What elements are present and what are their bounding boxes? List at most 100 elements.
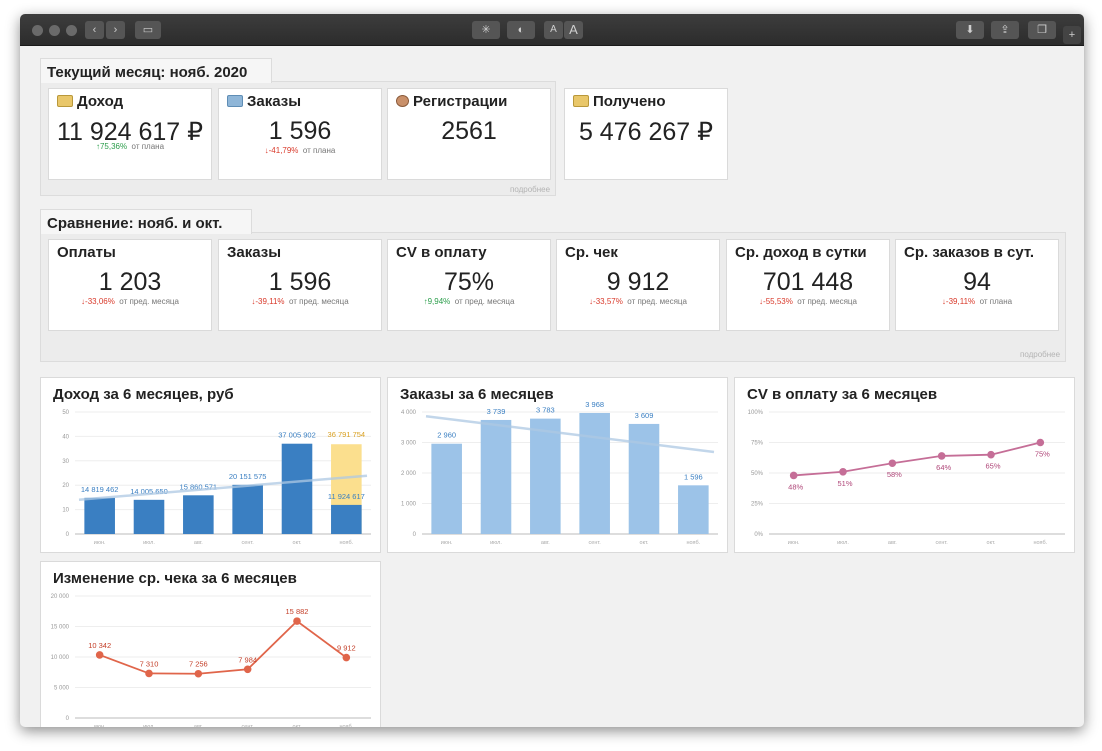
kpi-value: 11 924 617 ₽ — [56, 118, 204, 146]
kpi-card-registrations: Регистрации 2561 — [387, 88, 551, 180]
y-tick-label: 20 — [62, 483, 69, 489]
font-larger-button[interactable]: A — [564, 21, 583, 39]
data-label: 3 739 — [487, 407, 506, 416]
x-tick-label: авг. — [194, 724, 203, 727]
kpi-card-orders: Заказы 1 596 ↓-41,79% от плана — [218, 88, 382, 180]
data-point — [342, 653, 351, 662]
y-tick-label: 50 — [62, 410, 69, 416]
trend-line — [425, 414, 715, 454]
income-chart-svg: 0 10 20 30 40 50 июн. июл. авг. сент. окт. нояб. 36 … — [62, 410, 371, 546]
new-tab-icon[interactable]: + — [1063, 26, 1081, 44]
avg-check-chart-svg: 0 5 000 10 000 15 000 20 000 июн. июл. авг. сент… — [51, 594, 371, 727]
compare-note: от пред. месяца — [119, 297, 179, 306]
x-tick-label: июл. — [837, 540, 849, 546]
data-label: 10 342 — [88, 641, 111, 650]
download-icon[interactable]: ⬇ — [956, 21, 984, 39]
x-tick-label: нояб. — [686, 540, 700, 546]
font-smaller-button[interactable]: A — [544, 21, 563, 39]
chart-avg-check: 0 5 000 10 000 15 000 20 000 июн. июл. авг. сент… — [40, 561, 381, 727]
current-month-more-link[interactable]: подробнее — [510, 185, 551, 194]
data-label: 3 609 — [635, 411, 654, 420]
x-tick-label: авг. — [194, 540, 203, 546]
x-tick-label: июл. — [490, 540, 502, 546]
data-label: 7 310 — [140, 659, 159, 668]
x-tick-label: нояб. — [339, 724, 353, 727]
bar — [678, 485, 709, 534]
chart-title: Доход за 6 месяцев, руб — [53, 386, 234, 403]
chart-title: Заказы за 6 месяцев — [400, 386, 554, 403]
x-tick-label: нояб. — [1033, 540, 1047, 546]
back-arrow-icon[interactable]: ‹ — [85, 21, 104, 39]
kpi-title: Получено — [593, 93, 666, 110]
kpi-title: Доход — [77, 93, 124, 110]
x-tick-label: сент. — [936, 540, 949, 546]
sidebar-icon[interactable]: ▭ — [135, 21, 161, 39]
y-tick-label: 0 — [66, 716, 70, 722]
data-point — [145, 669, 153, 678]
y-tick-label: 5 000 — [54, 686, 70, 692]
browser-toolbar: ‹ › ▭ ✳ ◐ A A ⬇ ⇪ ❐ + — [20, 14, 1084, 46]
data-point — [1036, 438, 1045, 447]
zoom-window-dot[interactable] — [66, 25, 77, 36]
x-tick-label: сент. — [242, 540, 255, 546]
data-label: 58% — [887, 470, 902, 479]
compare-note: от пред. месяца — [289, 297, 349, 306]
brightness-icon[interactable]: ✳ — [472, 21, 500, 39]
bar — [232, 484, 263, 534]
x-tick-label: окт. — [293, 724, 302, 727]
plan-label: 36 791 754 — [328, 430, 366, 439]
bar — [530, 418, 561, 534]
x-tick-label: июл. — [143, 724, 155, 727]
comparison-more-link[interactable]: подробнее — [1020, 350, 1061, 359]
series-line — [793, 441, 1041, 477]
forward-arrow-icon[interactable]: › — [106, 21, 125, 39]
data-label: 37 005 902 — [278, 431, 316, 440]
minimize-window-dot[interactable] — [49, 25, 60, 36]
bar — [331, 504, 362, 534]
bar — [84, 497, 115, 534]
y-tick-label: 15 000 — [51, 625, 70, 631]
data-label: 15 860 571 — [180, 482, 218, 491]
y-tick-label: 4 000 — [401, 410, 417, 416]
data-label: 3 783 — [536, 406, 555, 415]
share-icon[interactable]: ⇪ — [991, 21, 1019, 39]
data-label: 64% — [936, 463, 951, 472]
bar — [281, 443, 313, 534]
compare-card: Оплаты 1 203 ↓-33,06% от пред. месяца — [48, 239, 212, 331]
data-label: 51% — [837, 479, 852, 488]
kpi-card-income: Доход 11 924 617 ₽ ↑75,36% от плана — [48, 88, 212, 180]
compare-title: CV в оплату — [396, 244, 487, 261]
y-tick-label: 50% — [751, 471, 764, 477]
chart-title: CV в оплату за 6 месяцев — [747, 386, 938, 403]
kpi-value: 2561 — [441, 117, 497, 145]
compare-value: 75% — [443, 268, 495, 296]
y-tick-label: 0% — [754, 532, 763, 538]
bar — [431, 443, 462, 534]
data-label: 15 882 — [286, 607, 309, 616]
kpi-change: ↑75,36% — [95, 142, 128, 151]
compare-note: от пред. месяца — [627, 297, 687, 306]
y-tick-label: 1 000 — [401, 502, 417, 508]
data-point — [839, 467, 847, 476]
x-tick-label: июн. — [441, 540, 453, 546]
close-window-dot[interactable] — [32, 25, 43, 36]
kpi-title: Регистрации — [413, 93, 508, 110]
kpi-note: от плана — [302, 146, 336, 155]
trend-line — [78, 474, 368, 501]
current-month-title: Текущий месяц: нояб. 2020 — [40, 58, 272, 83]
compare-change: ↓-39,11% — [251, 297, 285, 306]
y-tick-label: 30 — [62, 459, 69, 465]
data-point — [937, 452, 946, 460]
compare-value: 94 — [963, 268, 991, 296]
cv-chart-svg: 0% 25% 50% 75% 100% июн. июл. авг. сент. окт. нояб… — [748, 410, 1065, 546]
y-tick-label: 40 — [62, 434, 69, 440]
kpi-title: Заказы — [247, 93, 302, 110]
compare-card: CV в оплату 75% ↑9,94% от пред. месяца — [387, 239, 551, 331]
data-point — [194, 669, 203, 678]
tabs-icon[interactable]: ❐ — [1028, 21, 1056, 39]
compare-title: Ср. доход в сутки — [735, 244, 867, 261]
compare-note: от плана — [979, 297, 1013, 306]
contrast-icon[interactable]: ◐ — [507, 21, 535, 39]
kpi-value: 5 476 267 ₽ — [578, 118, 714, 146]
kpi-change: ↓-41,79% — [264, 146, 299, 155]
